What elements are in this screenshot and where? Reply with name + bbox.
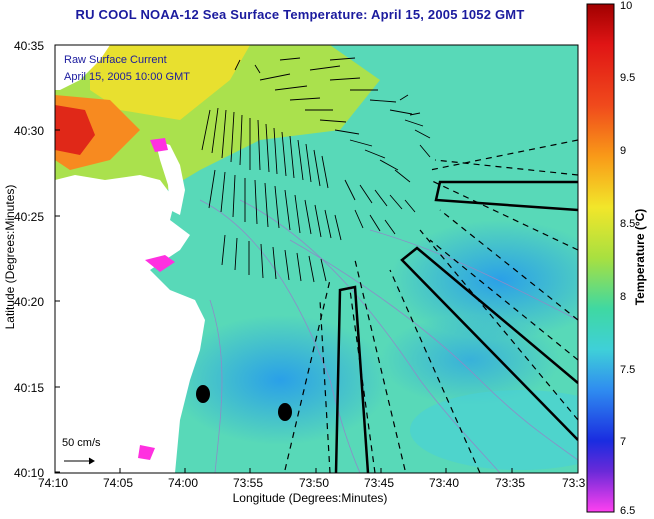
depth-contours	[199, 199, 578, 473]
buoy-marker-2	[278, 403, 292, 421]
y-axis-title: Latitude (Degrees:Minutes)	[3, 184, 17, 330]
x-tick-label: 74:10	[38, 476, 69, 490]
y-ticks	[55, 44, 60, 473]
x-axis-title: Longitude (Degrees:Minutes)	[232, 491, 388, 505]
y-tick-label: 40:15	[14, 381, 45, 395]
colorbar-tick: 10	[620, 0, 633, 12]
current-legend-line2: April 15, 2005 10:00 GMT	[64, 71, 190, 83]
surface-current-vectors	[201, 57, 431, 283]
buoy-marker-1	[196, 385, 210, 403]
magenta-coast	[145, 255, 175, 272]
x-tick-label: 73:50	[299, 476, 330, 490]
sampling-boxes	[334, 180, 578, 473]
colorbar-tick: 9.5	[620, 72, 636, 84]
y-tick-label: 40:20	[14, 295, 45, 309]
magenta-coast3	[150, 138, 168, 152]
y-tick-label: 40:30	[14, 124, 45, 138]
scale-label: 50 cm/s	[62, 437, 101, 449]
x-tick-label: 74:00	[168, 476, 199, 490]
x-tick-label: 74:05	[103, 476, 134, 490]
colorbar-tick: 8	[620, 291, 627, 303]
yellow-band	[90, 45, 250, 120]
colorbar-tick: 9	[620, 145, 627, 157]
current-legend-line1: Raw Surface Current	[64, 54, 167, 66]
sandy-hook	[155, 140, 185, 215]
map-title: RU COOL NOAA-12 Sea Surface Temperature:…	[75, 7, 525, 22]
x-tick-label: 73:45	[364, 476, 395, 490]
y-tick-label: 40:10	[14, 466, 45, 480]
colorbar-tick: 6.5	[620, 505, 636, 517]
cold-region-south	[170, 315, 390, 445]
magenta-coast2	[138, 445, 155, 460]
cold-region-east2	[380, 315, 560, 405]
colorbar-tick: 8.5	[620, 218, 636, 230]
x-ticks	[54, 468, 579, 473]
colorbar-tick: 7.5	[620, 364, 636, 376]
land-west-shore	[55, 175, 205, 473]
land-upper-left	[55, 45, 110, 90]
colorbar-title: Temperature (°C)	[633, 208, 647, 306]
x-tick-label: 73:40	[429, 476, 460, 490]
y-tick-label: 40:35	[14, 39, 45, 53]
x-tick-label: 73:3	[562, 476, 586, 490]
scale-arrow	[64, 457, 95, 465]
y-tick-label: 40:25	[14, 210, 45, 224]
colorbar-tick: 7	[620, 436, 627, 448]
red-patch	[55, 105, 95, 155]
colorbar	[586, 3, 615, 513]
x-tick-label: 73:55	[233, 476, 264, 490]
x-tick-label: 73:35	[495, 476, 526, 490]
